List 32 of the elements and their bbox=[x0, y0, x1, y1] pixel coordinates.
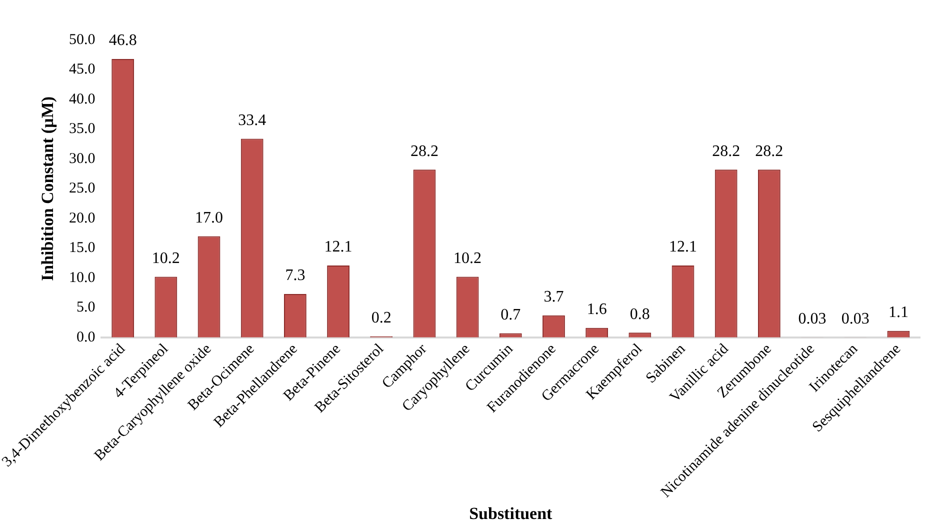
data-label: 1.1 bbox=[888, 304, 908, 322]
y-tick-label: 0.0 bbox=[76, 329, 96, 346]
data-label: 12.1 bbox=[669, 238, 698, 256]
y-tick-label: 50.0 bbox=[69, 32, 96, 48]
data-label: 1.6 bbox=[586, 301, 607, 318]
y-tick-label: 15.0 bbox=[69, 240, 96, 256]
y-axis-title: Inhibition Constant (µM) bbox=[38, 96, 58, 281]
data-label: 33.4 bbox=[238, 112, 266, 129]
y-tick-label: 25.0 bbox=[69, 180, 96, 197]
y-tick-label: 5.0 bbox=[76, 300, 96, 316]
y-tick-label: 40.0 bbox=[69, 91, 96, 108]
data-label: 28.2 bbox=[755, 142, 784, 160]
data-label: 12.1 bbox=[324, 238, 352, 256]
data-label: 0.03 bbox=[798, 310, 826, 328]
data-label: 28.2 bbox=[712, 142, 740, 160]
y-tick-label: 45.0 bbox=[69, 62, 96, 78]
data-label: 10.2 bbox=[454, 250, 482, 267]
x-axis-title: Substituent bbox=[469, 504, 553, 524]
data-label: 0.8 bbox=[630, 306, 650, 323]
data-label: 17.0 bbox=[195, 210, 224, 227]
y-tick-label: 10.0 bbox=[69, 270, 96, 286]
y-tick-label: 35.0 bbox=[69, 121, 96, 138]
data-label: 0.7 bbox=[500, 306, 521, 324]
data-label: 10.2 bbox=[152, 250, 180, 267]
y-tick-label: 20.0 bbox=[69, 210, 96, 226]
data-label: 3.7 bbox=[544, 288, 564, 306]
data-label: 46.8 bbox=[108, 32, 137, 50]
data-label: 7.3 bbox=[285, 267, 306, 284]
data-label: 0.2 bbox=[371, 309, 392, 326]
y-tick-label: 30.0 bbox=[69, 150, 96, 167]
data-label: 28.2 bbox=[410, 142, 438, 160]
data-label: 0.03 bbox=[841, 310, 870, 328]
